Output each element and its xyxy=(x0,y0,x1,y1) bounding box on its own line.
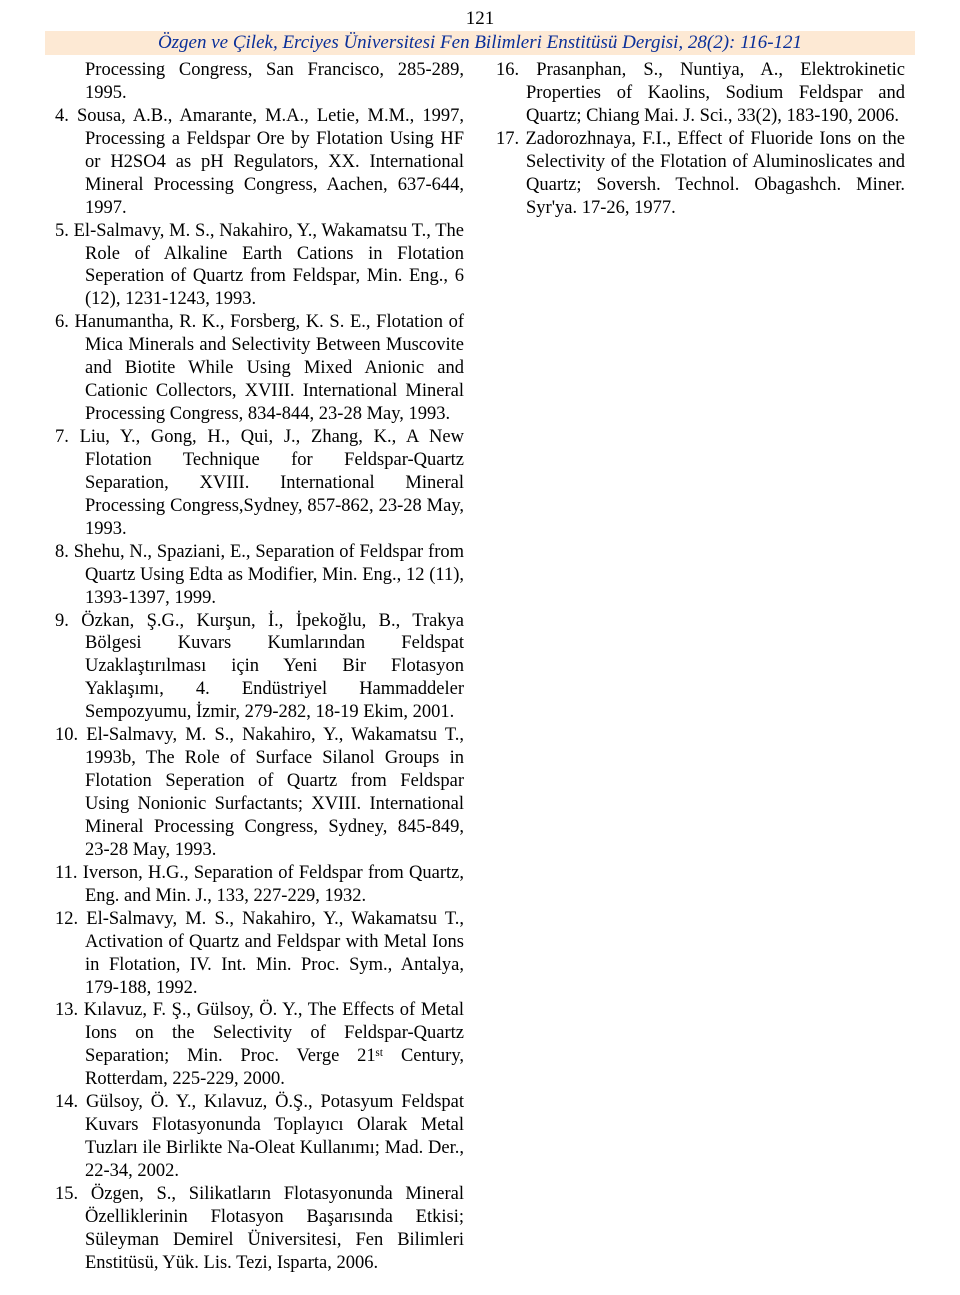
reference-text: Zadorozhnaya, F.I., Effect of Fluoride I… xyxy=(525,129,905,218)
reference-item: 15. Özgen, S., Silikatların Flotasyonund… xyxy=(55,1183,464,1275)
reference-item: 9. Özkan, Ş.G., Kurşun, İ., İpekoğlu, B.… xyxy=(55,610,464,725)
reference-text: Kılavuz, F. Ş., Gülsoy, Ö. Y., The Effec… xyxy=(84,1000,464,1089)
reference-number: 13. xyxy=(55,1000,78,1020)
reference-text: Sousa, A.B., Amarante, M.A., Letie, M.M.… xyxy=(77,106,464,218)
reference-item: 4. Sousa, A.B., Amarante, M.A., Letie, M… xyxy=(55,105,464,220)
reference-text: Hanumantha, R. K., Forsberg, K. S. E., F… xyxy=(75,312,464,424)
reference-text: El-Salmavy, M. S., Nakahiro, Y., Wakamat… xyxy=(74,221,464,310)
reference-item: 5. El-Salmavy, M. S., Nakahiro, Y., Waka… xyxy=(55,220,464,312)
reference-text: El-Salmavy, M. S., Nakahiro, Y., Wakamat… xyxy=(85,725,464,860)
right-column: 16. Prasanphan, S., Nuntiya, A., Elektro… xyxy=(496,59,905,1275)
reference-number: 11. xyxy=(55,863,77,883)
journal-header: Özgen ve Çilek, Erciyes Üniversitesi Fen… xyxy=(45,31,915,55)
reference-item: 7. Liu, Y., Gong, H., Qui, J., Zhang, K.… xyxy=(55,426,464,541)
page-number: 121 xyxy=(55,8,905,30)
reference-item: 6. Hanumantha, R. K., Forsberg, K. S. E.… xyxy=(55,311,464,426)
reference-number: 12. xyxy=(55,909,78,929)
reference-item: 11. Iverson, H.G., Separation of Feldspa… xyxy=(55,862,464,908)
reference-text: Özgen, S., Silikatların Flotasyonunda Mi… xyxy=(85,1184,464,1273)
reference-text: El-Salmavy, M. S., Nakahiro, Y., Wakamat… xyxy=(85,909,464,998)
reference-number: 8. xyxy=(55,542,69,562)
reference-continuation: Processing Congress, San Francisco, 285-… xyxy=(55,59,464,105)
left-column: Processing Congress, San Francisco, 285-… xyxy=(55,59,464,1275)
reference-text: Processing Congress, San Francisco, 285-… xyxy=(85,60,464,103)
reference-text: Özkan, Ş.G., Kurşun, İ., İpekoğlu, B., T… xyxy=(81,611,464,723)
reference-number: 4. xyxy=(55,106,69,126)
reference-number: 5. xyxy=(55,221,69,241)
reference-text: Iverson, H.G., Separation of Feldspar fr… xyxy=(83,863,464,906)
page: 121 Özgen ve Çilek, Erciyes Üniversitesi… xyxy=(0,0,960,1295)
reference-item: 10. El-Salmavy, M. S., Nakahiro, Y., Wak… xyxy=(55,724,464,862)
reference-text: Liu, Y., Gong, H., Qui, J., Zhang, K., A… xyxy=(80,427,464,539)
reference-item: 17. Zadorozhnaya, F.I., Effect of Fluori… xyxy=(496,128,905,220)
reference-item: 13. Kılavuz, F. Ş., Gülsoy, Ö. Y., The E… xyxy=(55,999,464,1091)
reference-item: 12. El-Salmavy, M. S., Nakahiro, Y., Wak… xyxy=(55,908,464,1000)
reference-text: Prasanphan, S., Nuntiya, A., Elektrokine… xyxy=(526,60,905,126)
reference-text: Shehu, N., Spaziani, E., Separation of F… xyxy=(74,542,464,608)
reference-number: 14. xyxy=(55,1092,78,1112)
reference-number: 15. xyxy=(55,1184,78,1204)
reference-text: Gülsoy, Ö. Y., Kılavuz, Ö.Ş., Potasyum F… xyxy=(85,1092,464,1181)
reference-item: 8. Shehu, N., Spaziani, E., Separation o… xyxy=(55,541,464,610)
reference-number: 9. xyxy=(55,611,69,631)
reference-number: 16. xyxy=(496,60,519,80)
two-column-layout: Processing Congress, San Francisco, 285-… xyxy=(55,59,905,1275)
reference-number: 6. xyxy=(55,312,69,332)
reference-number: 10. xyxy=(55,725,78,745)
reference-number: 17. xyxy=(496,129,519,149)
reference-number: 7. xyxy=(55,427,69,447)
reference-item: 16. Prasanphan, S., Nuntiya, A., Elektro… xyxy=(496,59,905,128)
reference-item: 14. Gülsoy, Ö. Y., Kılavuz, Ö.Ş., Potasy… xyxy=(55,1091,464,1183)
